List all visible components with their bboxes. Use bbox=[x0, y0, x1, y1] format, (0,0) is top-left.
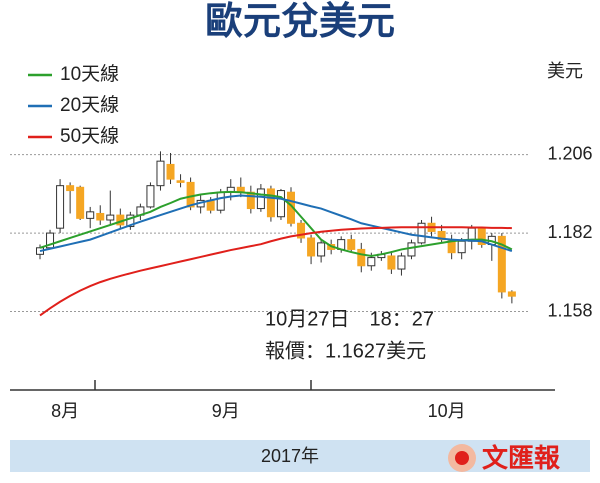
candle-body bbox=[266, 188, 275, 218]
candle-body bbox=[457, 240, 466, 254]
x-axis-label: 2017年 bbox=[261, 446, 319, 466]
candle-body bbox=[106, 214, 115, 221]
x-axis-band bbox=[10, 440, 590, 472]
candle-body bbox=[86, 211, 95, 219]
candle-body bbox=[96, 212, 105, 221]
candle-body bbox=[497, 235, 506, 293]
chart-title: 歐元兌美元 bbox=[205, 1, 395, 43]
candle-body bbox=[387, 255, 396, 270]
candle-body bbox=[357, 248, 366, 267]
candle-body bbox=[186, 181, 195, 208]
ma-line bbox=[39, 194, 513, 253]
ma-line bbox=[39, 226, 512, 317]
candle-body bbox=[56, 185, 65, 229]
annotation: 報價：1.1627美元 bbox=[265, 339, 426, 362]
candle-body bbox=[287, 191, 295, 224]
annotation: 10月27日 18：27 bbox=[265, 308, 434, 330]
candle-body bbox=[256, 188, 265, 210]
logo-icon bbox=[455, 451, 469, 465]
legend-label: 20天線 bbox=[60, 94, 119, 116]
y-axis-label: 美元 bbox=[547, 61, 583, 81]
candle-body bbox=[66, 185, 75, 192]
legend-label: 50天線 bbox=[60, 125, 119, 147]
candle-body bbox=[146, 185, 155, 208]
x-tick-label: 9月 bbox=[212, 401, 240, 421]
legend-label: 10天線 bbox=[60, 63, 119, 85]
candle-body bbox=[417, 222, 426, 244]
y-tick-label: 1.158 bbox=[547, 300, 592, 320]
candle-body bbox=[297, 222, 306, 239]
candle-body bbox=[367, 257, 376, 267]
candle-body bbox=[407, 242, 416, 257]
candle-body bbox=[507, 291, 516, 297]
candle-body bbox=[156, 160, 165, 187]
candle-body bbox=[246, 191, 255, 210]
candle-body bbox=[347, 239, 356, 250]
candle-body bbox=[307, 237, 316, 257]
ma-line bbox=[39, 190, 513, 257]
candle-body bbox=[76, 186, 85, 219]
candle-body bbox=[216, 191, 225, 211]
candle-body bbox=[397, 255, 406, 270]
y-tick-label: 1.206 bbox=[547, 143, 592, 163]
candle-body bbox=[166, 163, 175, 180]
x-tick-label: 8月 bbox=[51, 401, 79, 421]
plot-area: 1.206 1.182 1.158 8月 9月 10月 bbox=[10, 143, 593, 421]
candle-body bbox=[317, 242, 326, 257]
candle-body bbox=[176, 180, 185, 183]
x-tick-label: 10月 bbox=[428, 401, 466, 421]
candle-body bbox=[276, 190, 285, 218]
candle-body bbox=[126, 214, 135, 228]
y-tick-label: 1.182 bbox=[547, 222, 592, 242]
source-logo: 文匯報 bbox=[482, 443, 561, 473]
